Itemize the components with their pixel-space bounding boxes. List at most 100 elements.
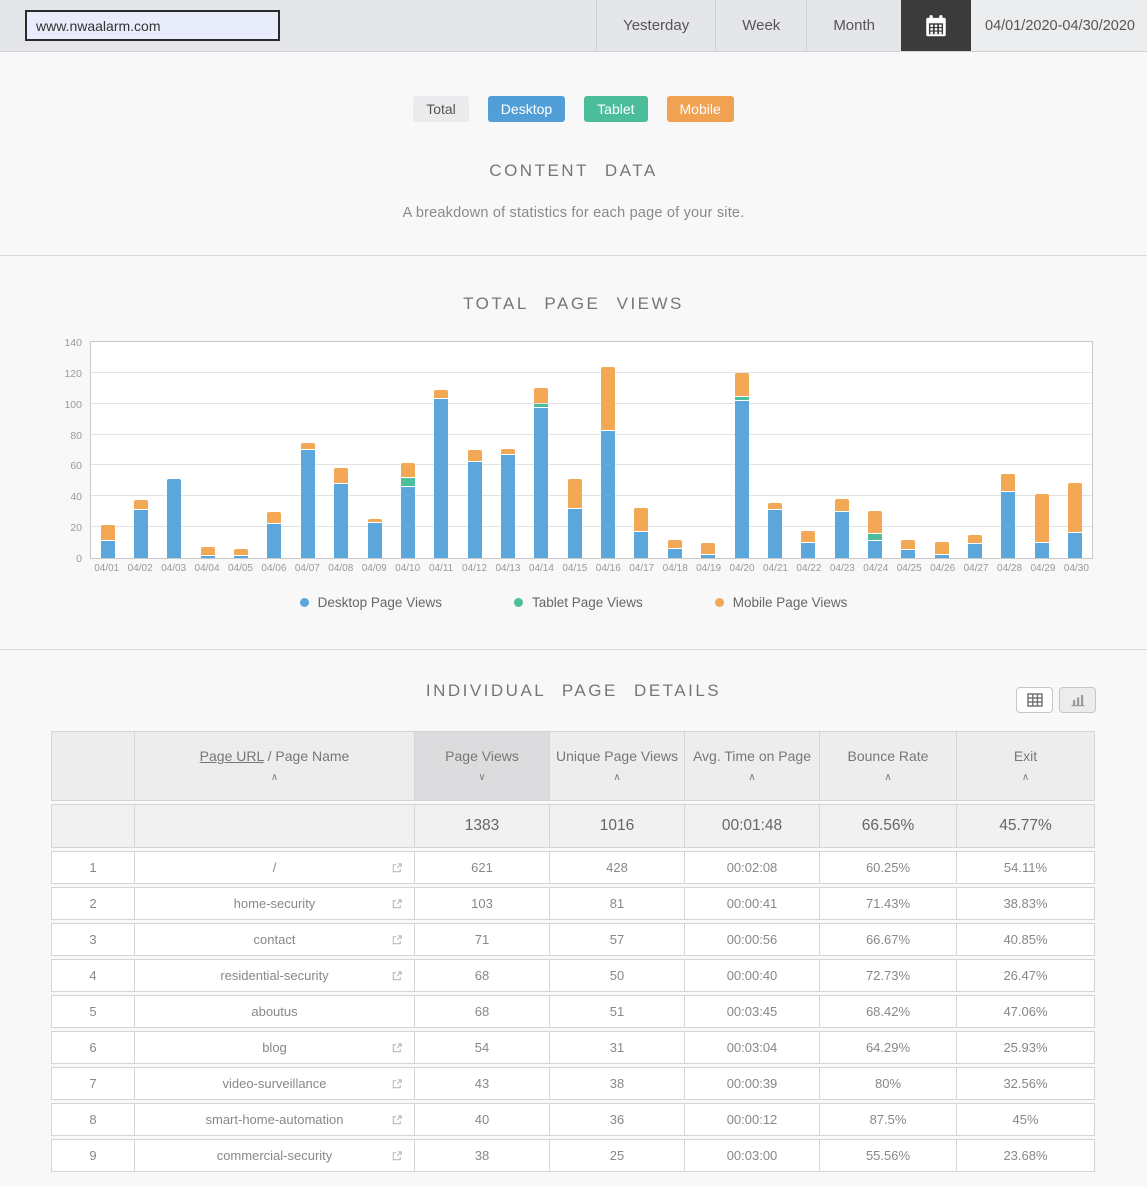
header-page-url[interactable]: Page URL / Page Name ∧ [135,731,415,801]
external-link-icon[interactable] [391,1042,403,1054]
external-link-icon[interactable] [391,970,403,982]
external-link-icon[interactable] [391,1078,403,1090]
external-link-icon[interactable] [391,1114,403,1126]
bar-04/22[interactable] [792,342,825,558]
bar-04/03[interactable] [158,342,191,558]
x-axis-tick-label: 04/21 [762,563,788,574]
bar-04/10[interactable] [391,342,424,558]
sort-asc-icon[interactable]: ∧ [884,772,892,784]
bar-04/21[interactable] [758,342,791,558]
week-button[interactable]: Week [715,0,806,51]
legend-item[interactable]: Mobile Page Views [714,595,847,610]
filter-button-total[interactable]: Total [413,96,469,122]
filter-button-mobile[interactable]: Mobile [666,96,734,122]
table-row: 2 home-security 103 81 00:00:41 71.43% 38.83% [51,887,1095,920]
external-link-icon[interactable] [391,934,403,946]
header-unique-page-views[interactable]: Unique Page Views ∧ [550,731,685,801]
y-axis-tick-label: 0 [76,553,82,565]
bar-04/23[interactable] [825,342,858,558]
bar-04/14[interactable] [525,342,558,558]
filter-button-tablet[interactable]: Tablet [584,96,648,122]
bar-04/07[interactable] [291,342,324,558]
legend-item[interactable]: Tablet Page Views [513,595,643,610]
avg-time-value: 00:00:56 [685,923,820,956]
bar-segment [500,455,515,558]
unique-views-value: 50 [550,959,685,992]
calendar-button[interactable] [901,0,972,51]
bar-04/16[interactable] [591,342,624,558]
unique-views-value: 25 [550,1139,685,1172]
bar-04/17[interactable] [625,342,658,558]
header-page-views[interactable]: Page Views ∨ [415,731,550,801]
exit-value: 32.56% [957,1067,1095,1100]
sort-asc-icon[interactable]: ∧ [1021,772,1030,784]
bar-04/09[interactable] [358,342,391,558]
bar-04/20[interactable] [725,342,758,558]
bar-segment [500,449,515,454]
bar-segment [601,367,616,430]
x-axis-tick-label: 04/15 [562,563,588,574]
bar-04/24[interactable] [858,342,891,558]
bar-04/05[interactable] [224,342,257,558]
sort-desc-icon[interactable]: ∨ [478,772,486,784]
bar-04/12[interactable] [458,342,491,558]
external-link-icon[interactable] [391,862,403,874]
bar-04/13[interactable] [491,342,524,558]
page-url-sort-link[interactable]: Page URL [199,748,264,765]
bar-04/28[interactable] [992,342,1025,558]
bar-04/27[interactable] [958,342,991,558]
filter-button-desktop[interactable]: Desktop [487,96,566,122]
bar-segment [701,555,716,558]
date-range-label[interactable]: 04/01/2020-04/30/2020 [971,0,1147,51]
x-axis-tick-label: 04/01 [94,563,120,574]
bar-segment [734,401,749,558]
header-avg-time[interactable]: Avg. Time on Page ∧ [685,731,820,801]
table-view-button[interactable] [1016,687,1053,713]
month-button[interactable]: Month [806,0,901,51]
bar-04/30[interactable] [1058,342,1091,558]
sort-asc-icon[interactable]: ∧ [613,772,621,784]
external-link-icon[interactable] [391,898,403,910]
x-axis-tick-label: 04/24 [863,563,889,574]
bar-04/02[interactable] [124,342,157,558]
bar-04/04[interactable] [191,342,224,558]
sort-asc-icon[interactable]: ∧ [748,772,756,784]
x-axis-tick-label: 04/30 [1063,563,1089,574]
y-axis-tick-label: 140 [64,337,82,349]
bounce-rate-value: 87.5% [820,1103,957,1136]
table-title: INDIVIDUAL PAGE DETAILS [425,681,722,700]
bar-segment [1068,533,1083,558]
gridline [91,464,1092,466]
gridline [91,402,1092,404]
table-body: 1 / 621 428 00:02:08 60.25% 54.11% 2 home-securi… [51,851,1095,1172]
header-exit[interactable]: Exit ∧ [957,731,1095,801]
bar-04/06[interactable] [258,342,291,558]
summary-exit: 45.77% [957,804,1095,848]
x-axis-tick-label: 04/23 [829,563,855,574]
bar-segment [867,511,882,533]
bar-segment [834,499,849,511]
bar-04/29[interactable] [1025,342,1058,558]
bar-04/26[interactable] [925,342,958,558]
bar-segment [100,541,115,558]
row-number: 3 [51,923,135,956]
bar-04/11[interactable] [425,342,458,558]
header-bounce-rate[interactable]: Bounce Rate ∧ [820,731,957,801]
bar-04/25[interactable] [892,342,925,558]
yesterday-button[interactable]: Yesterday [596,0,715,51]
bar-04/15[interactable] [558,342,591,558]
external-link-icon[interactable] [391,1150,403,1162]
unique-views-value: 31 [550,1031,685,1064]
bar-04/08[interactable] [325,342,358,558]
bar-04/18[interactable] [658,342,691,558]
url-input[interactable] [25,10,280,41]
chart-view-button[interactable] [1059,687,1096,713]
legend-item[interactable]: Desktop Page Views [299,595,442,610]
row-number: 1 [51,851,135,884]
page-name: aboutus [251,1004,298,1019]
bar-04/19[interactable] [691,342,724,558]
sort-asc-icon[interactable]: ∧ [270,772,279,784]
bar-04/01[interactable] [91,342,124,558]
x-axis-tick-label: 04/25 [896,563,922,574]
bar-segment [901,550,916,558]
